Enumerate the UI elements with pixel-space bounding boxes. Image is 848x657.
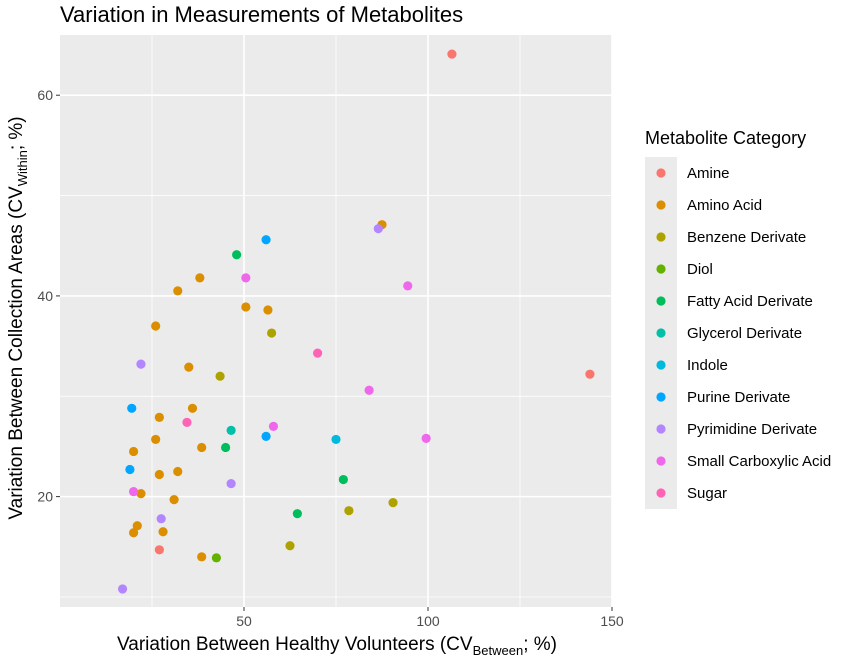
legend-marker (656, 296, 666, 306)
legend-marker (656, 328, 666, 338)
data-point (187, 403, 198, 413)
legend-label: Diol (687, 261, 713, 278)
legend-label: Indole (687, 357, 728, 374)
legend-marker (656, 392, 666, 402)
data-point (421, 433, 431, 444)
data-point (127, 403, 137, 413)
legend-marker (656, 488, 666, 498)
data-point (232, 250, 242, 260)
x-axis-title: Variation Between Healthy Volunteers (CV… (117, 634, 557, 657)
x-tick-label: 50 (236, 613, 252, 629)
data-point (132, 521, 142, 531)
axis-ticks: 50 100 150 20 40 60 (37, 87, 623, 629)
data-point (151, 321, 161, 331)
legend-marker (656, 200, 666, 210)
legend-marker (656, 232, 666, 242)
legend-title: Metabolite Category (645, 128, 806, 148)
data-point (226, 425, 236, 435)
legend-label: Glycerol Derivate (687, 325, 802, 342)
data-point (388, 498, 398, 508)
data-point (268, 421, 279, 431)
chart-title: Variation in Measurements of Metabolites (60, 2, 463, 27)
data-point (158, 527, 168, 537)
data-point (403, 281, 413, 291)
data-point (195, 273, 205, 283)
legend-label: Pyrimidine Derivate (687, 421, 817, 438)
data-point (136, 359, 146, 369)
legend-marker (656, 168, 666, 178)
data-point (285, 541, 295, 551)
data-point (447, 49, 457, 59)
data-point (154, 412, 164, 422)
data-point (292, 509, 302, 519)
data-point (373, 224, 383, 234)
data-point (129, 446, 139, 457)
data-point (197, 552, 207, 562)
data-point (136, 489, 146, 499)
legend-label: Sugar (687, 485, 727, 502)
data-point (241, 302, 251, 312)
data-point (585, 369, 595, 379)
data-point (267, 328, 277, 338)
data-point (221, 442, 231, 453)
data-point (197, 442, 207, 453)
data-point (241, 273, 251, 283)
y-tick-label: 60 (37, 87, 53, 103)
data-point (226, 478, 236, 489)
legend-label: Benzene Derivate (687, 229, 806, 246)
data-point (154, 469, 164, 480)
data-point (117, 584, 128, 594)
x-tick-label: 150 (600, 613, 624, 629)
legend-label: Small Carboxylic Acid (687, 453, 831, 470)
legend-label: Purine Derivate (687, 389, 790, 406)
data-point (125, 464, 135, 475)
data-point (129, 486, 139, 497)
legend-marker (656, 456, 666, 466)
data-point (169, 495, 179, 505)
data-point (331, 434, 341, 445)
data-point (182, 417, 192, 427)
legend-items: Amine Amino Acid Benzene Derivate Diol Fatty… (645, 157, 831, 509)
data-point (173, 466, 183, 477)
data-point (263, 305, 273, 315)
major-gridlines (60, 35, 613, 607)
legend-marker (656, 360, 666, 370)
data-point (344, 506, 354, 516)
data-point (173, 286, 183, 296)
data-point (215, 371, 225, 381)
data-point (338, 474, 348, 485)
data-points (117, 49, 595, 594)
legend-label: Amine (687, 165, 730, 182)
data-point (184, 362, 194, 372)
data-point (364, 385, 374, 395)
legend-marker (656, 424, 666, 434)
data-point (313, 348, 323, 358)
data-point (154, 545, 164, 555)
legend-label: Amino Acid (687, 197, 762, 214)
data-point (151, 434, 161, 445)
data-point (156, 514, 166, 524)
data-point (261, 235, 271, 245)
y-tick-label: 40 (37, 288, 53, 304)
y-tick-label: 20 (37, 489, 53, 505)
legend: Metabolite Category Amine Amino Acid Benze… (645, 128, 831, 509)
data-point (211, 553, 221, 563)
data-point (261, 431, 271, 442)
x-tick-label: 100 (416, 613, 440, 629)
y-axis-title: Variation Between Collection Areas (CVWi… (6, 116, 30, 519)
legend-label: Fatty Acid Derivate (687, 293, 813, 310)
legend-marker (656, 264, 666, 274)
minor-gridlines (60, 35, 612, 607)
data-point (129, 528, 139, 538)
